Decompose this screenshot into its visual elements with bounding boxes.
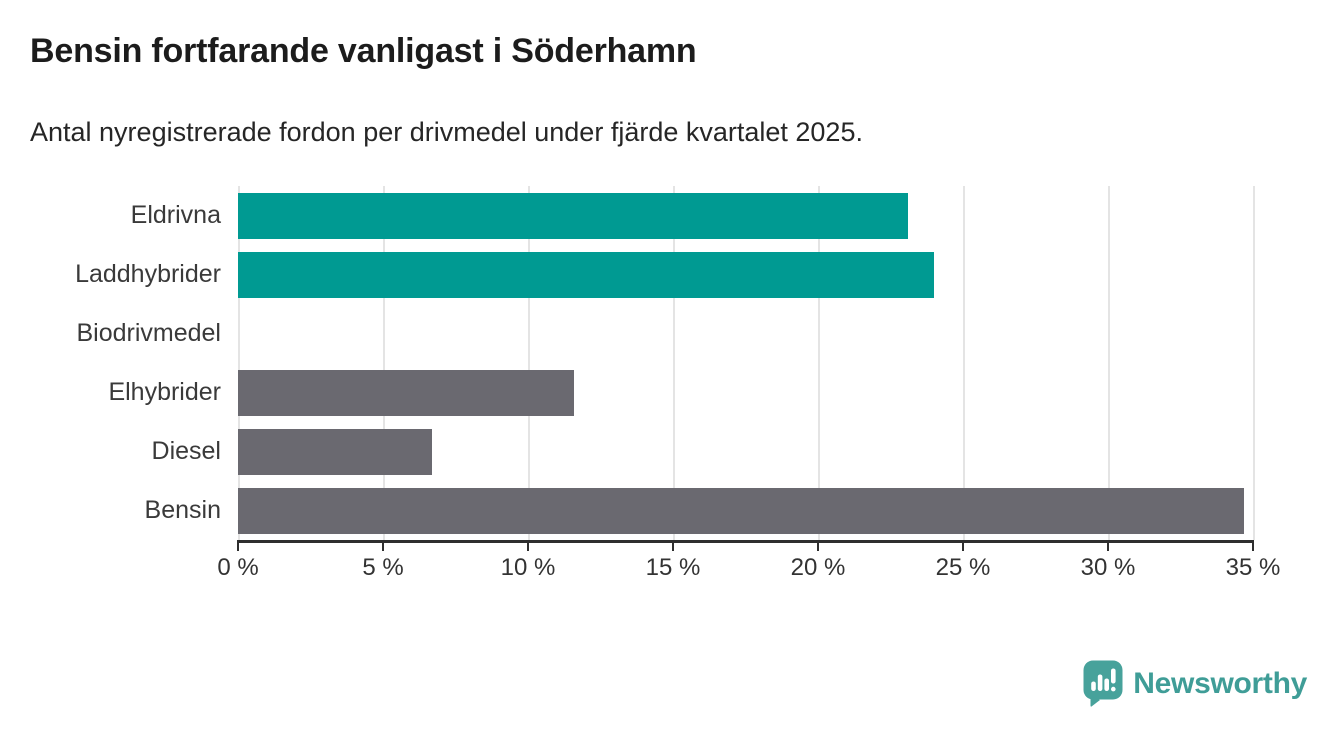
x-tick-10 xyxy=(527,543,529,551)
x-tick-label-5: 5 % xyxy=(362,554,404,581)
y-axis-label-eldrivna: Eldrivna xyxy=(130,201,221,229)
x-tick-35 xyxy=(1252,543,1254,551)
bar-eldrivna xyxy=(238,192,908,239)
x-tick-0 xyxy=(237,543,239,551)
gridline-5 xyxy=(383,186,385,540)
bar-bensin xyxy=(238,487,1245,534)
gridline-10 xyxy=(528,186,530,540)
newsworthy-icon xyxy=(1083,660,1123,707)
x-tick-label-35: 35 % xyxy=(1225,554,1281,581)
bar-laddhybrider xyxy=(238,251,934,298)
gridline-30 xyxy=(1108,186,1110,540)
y-axis-label-diesel: Diesel xyxy=(151,437,221,465)
y-axis-labels: Eldrivna Laddhybrider Biodrivmedel Elhybrid… xyxy=(0,186,238,540)
bar-diesel xyxy=(238,428,433,475)
x-tick-label-10: 10 % xyxy=(500,554,556,581)
plot-area xyxy=(238,186,1255,540)
gridline-0 xyxy=(238,186,240,540)
x-tick-30 xyxy=(1107,543,1109,551)
newsworthy-logo: Newsworthy xyxy=(1083,660,1307,707)
gridline-15 xyxy=(673,186,675,540)
chart-subtitle: Antal nyregistrerade fordon per drivmede… xyxy=(30,117,863,147)
x-tick-15 xyxy=(672,543,674,551)
gridline-20 xyxy=(818,186,820,540)
x-tick-label-25: 25 % xyxy=(935,554,991,581)
gridline-25 xyxy=(963,186,965,540)
y-axis-label-biodrivmedel: Biodrivmedel xyxy=(76,319,221,347)
y-axis-label-elhybrider: Elhybrider xyxy=(108,378,221,406)
y-axis-label-bensin: Bensin xyxy=(144,496,221,524)
x-axis-line xyxy=(237,540,1254,543)
x-tick-label-20: 20 % xyxy=(790,554,846,581)
chart-title: Bensin fortfarande vanligast i Söderhamn xyxy=(30,32,697,70)
newsworthy-wordmark: Newsworthy xyxy=(1133,666,1307,700)
x-tick-25 xyxy=(962,543,964,551)
bar-elhybrider xyxy=(238,369,575,416)
x-tick-20 xyxy=(817,543,819,551)
x-tick-5 xyxy=(382,543,384,551)
x-tick-label-30: 30 % xyxy=(1080,554,1136,581)
x-tick-label-15: 15 % xyxy=(645,554,701,581)
x-tick-label-0: 0 % xyxy=(217,554,259,581)
y-axis-label-laddhybrider: Laddhybrider xyxy=(75,260,221,288)
gridline-35 xyxy=(1253,186,1255,540)
